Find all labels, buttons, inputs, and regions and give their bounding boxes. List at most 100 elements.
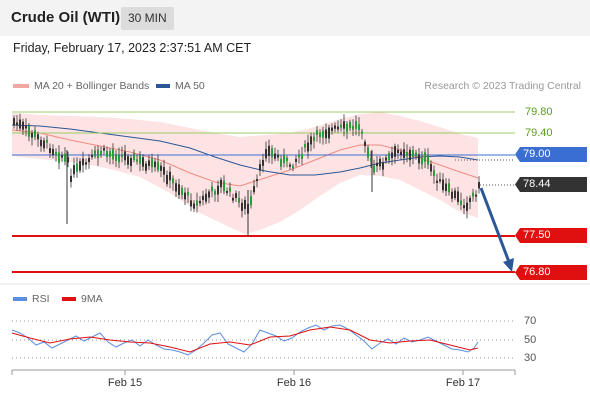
candle-body xyxy=(229,187,231,192)
candle-body xyxy=(289,164,291,167)
candle-body xyxy=(244,199,246,209)
x-label-feb15: Feb 15 xyxy=(107,377,143,389)
rsi-line xyxy=(11,324,479,356)
candle-body xyxy=(154,161,156,168)
candle-body xyxy=(454,190,456,199)
candle-body xyxy=(355,120,357,129)
candle-body xyxy=(259,164,261,171)
ma20-swatch xyxy=(13,84,29,89)
candle-body xyxy=(475,194,477,197)
x-label-feb16: Feb 16 xyxy=(276,377,312,389)
rsi-50-label: 50 xyxy=(524,334,537,346)
candle-body xyxy=(298,155,300,158)
candle-body xyxy=(58,152,60,163)
x-label-feb17: Feb 17 xyxy=(445,377,481,389)
candle-body xyxy=(301,154,303,159)
candle-body xyxy=(418,154,420,164)
candle-body xyxy=(358,124,360,130)
candle-body xyxy=(394,146,396,157)
candle-body xyxy=(181,187,183,196)
candle-body xyxy=(136,159,138,162)
candle-body xyxy=(103,147,105,151)
candle-body xyxy=(319,133,321,138)
candle-body xyxy=(172,178,174,184)
last-price-tag: 78.44 xyxy=(515,177,587,192)
candle-body xyxy=(37,134,39,140)
candle-body xyxy=(91,155,93,158)
candle-body xyxy=(352,125,354,130)
candle-body xyxy=(109,151,111,157)
candle-body xyxy=(238,197,240,203)
candle-body xyxy=(436,180,438,183)
candle-body xyxy=(343,121,345,129)
rsi-70-label: 70 xyxy=(524,315,537,327)
candle-body xyxy=(223,180,225,192)
chart-header: Crude Oil (WTI) 30 MIN xyxy=(0,0,590,36)
candlesticks xyxy=(13,113,480,236)
candle-body xyxy=(310,136,312,145)
candle-body xyxy=(34,130,36,138)
ma50-line xyxy=(11,124,479,176)
candle-body xyxy=(55,151,57,156)
rsi-swatch xyxy=(13,297,27,302)
candle-body xyxy=(337,126,339,130)
candle-body xyxy=(307,142,309,152)
bollinger-band xyxy=(12,112,478,234)
candle-body xyxy=(334,125,336,129)
candle-body xyxy=(295,158,297,162)
candle-body xyxy=(328,127,330,139)
candle-body xyxy=(211,186,213,192)
candle-body xyxy=(427,155,429,165)
candle-body xyxy=(241,202,243,211)
candle-body xyxy=(283,154,285,163)
candle-body xyxy=(124,151,126,161)
candle-body xyxy=(406,152,408,157)
candle-body xyxy=(97,149,99,159)
candle-body xyxy=(430,163,432,172)
candle-body xyxy=(466,202,468,211)
ma50-label: MA 50 xyxy=(175,80,205,92)
candle-body xyxy=(112,149,114,160)
candle-body xyxy=(460,200,462,206)
candle-body xyxy=(61,155,63,158)
candle-body xyxy=(118,155,120,163)
timestamp: Friday, February 17, 2023 2:37:51 AM CET xyxy=(13,41,252,55)
candle-body xyxy=(184,192,186,200)
candle-body xyxy=(292,165,294,168)
candle-body xyxy=(451,191,453,199)
candle-body xyxy=(226,190,228,194)
candle-body xyxy=(94,150,96,157)
candle-body xyxy=(232,197,234,201)
timeframe-badge[interactable]: 30 MIN xyxy=(121,7,174,30)
candle-body xyxy=(256,179,258,182)
candle-body xyxy=(397,149,399,154)
candle-body xyxy=(16,122,18,126)
candle-body xyxy=(46,140,48,143)
candle-body xyxy=(313,136,315,141)
candle-body xyxy=(385,157,387,161)
candle-body xyxy=(49,148,51,154)
credit-text: Research © 2023 Trading Central xyxy=(424,80,581,92)
candle-body xyxy=(340,124,342,128)
legend-ma20: MA 20 + Bollinger Bands xyxy=(13,80,149,92)
candle-body xyxy=(235,193,237,199)
candle-body xyxy=(274,153,276,159)
candle-body xyxy=(88,158,90,163)
candle-body xyxy=(67,157,69,163)
candle-body xyxy=(175,183,177,192)
candle-body xyxy=(268,145,270,156)
candle-body xyxy=(106,151,108,157)
candle-body xyxy=(76,163,78,172)
candle-body xyxy=(163,167,165,175)
rsi-30-label: 30 xyxy=(524,352,537,364)
candle-body xyxy=(448,183,450,193)
candle-body xyxy=(82,158,84,166)
resistance-2-label: 79.80 xyxy=(525,106,553,118)
rsi-label: RSI xyxy=(32,293,50,305)
rsi-ma-label: 9MA xyxy=(81,293,103,305)
candle-body xyxy=(403,149,405,159)
candle-body xyxy=(376,162,378,167)
candle-body xyxy=(463,205,465,209)
candle-body xyxy=(157,161,159,171)
